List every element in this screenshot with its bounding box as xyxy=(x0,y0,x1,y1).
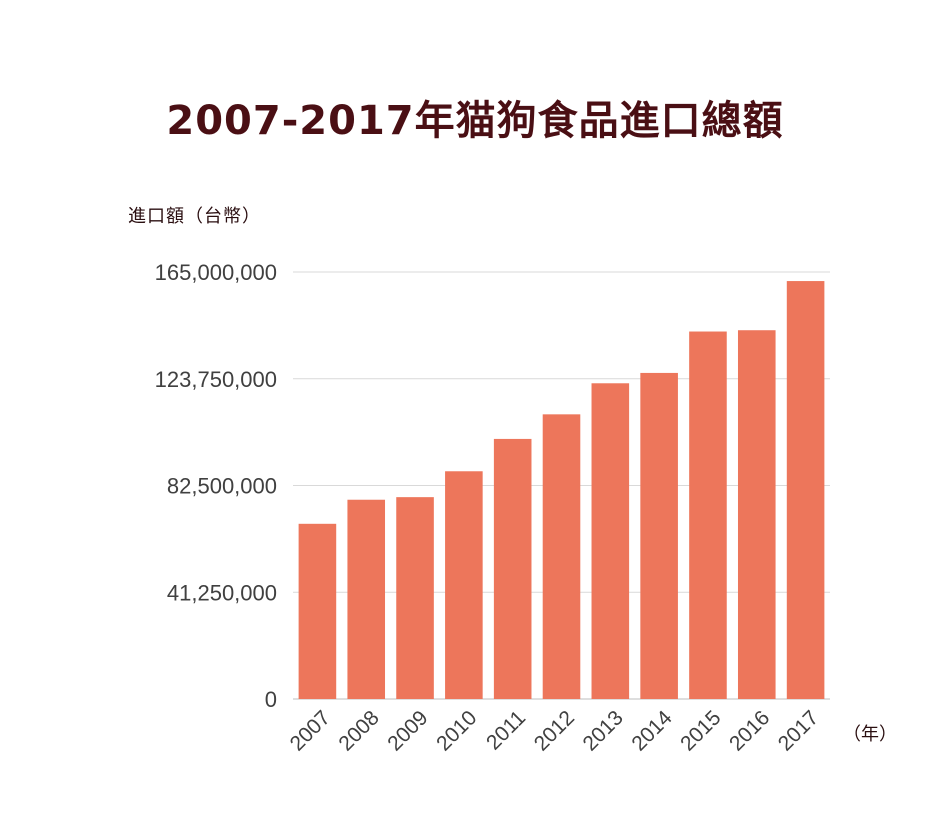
x-tick-label: 2009 xyxy=(383,706,432,755)
bar-2015 xyxy=(689,331,727,699)
bar-2009 xyxy=(396,497,434,699)
x-tick-label: 2016 xyxy=(725,706,774,755)
x-tick-label: 2010 xyxy=(432,706,481,755)
bar-2012 xyxy=(542,414,581,699)
x-tick-label: 2008 xyxy=(334,706,383,755)
bar-2013 xyxy=(591,383,630,699)
bar-2017 xyxy=(786,281,825,699)
bar-2011 xyxy=(493,438,532,699)
bar-2016 xyxy=(737,330,776,699)
bar-2008 xyxy=(347,499,386,699)
x-tick-label: 2013 xyxy=(579,706,628,755)
y-tick-label: 0 xyxy=(265,687,277,712)
x-tick-label: 2007 xyxy=(286,706,335,755)
x-tick-label: 2017 xyxy=(774,706,823,755)
y-tick-label: 165,000,000 xyxy=(155,260,277,285)
x-tick-label: 2011 xyxy=(482,706,530,754)
y-axis-label: 進口額（台幣） xyxy=(128,206,261,227)
x-tick-label: 2012 xyxy=(530,706,579,755)
x-tick-label: 2015 xyxy=(676,706,725,755)
bar-2010 xyxy=(445,471,483,699)
y-tick-label: 82,500,000 xyxy=(167,474,277,499)
y-tick-label: 41,250,000 xyxy=(167,580,277,605)
x-tick-label: 2014 xyxy=(627,706,677,756)
y-tick-label: 123,750,000 xyxy=(155,367,277,392)
bar-2007 xyxy=(298,523,337,699)
x-axis-label: （年） xyxy=(843,724,897,745)
chart-title: 2007-2017年猫狗食品進口總額 xyxy=(166,98,784,144)
bar-2014 xyxy=(640,372,678,699)
